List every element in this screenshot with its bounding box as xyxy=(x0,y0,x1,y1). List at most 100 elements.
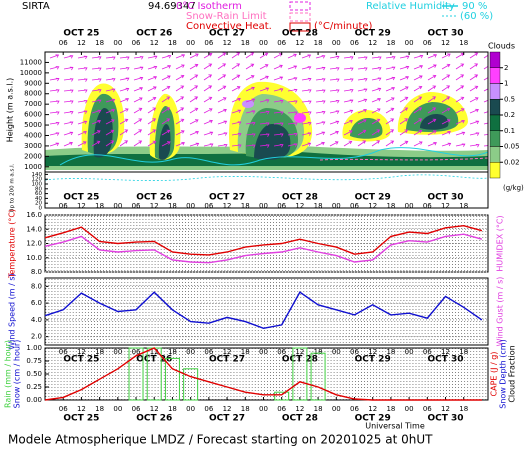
hour-label: 00 xyxy=(186,39,195,47)
wind-arrow xyxy=(245,75,255,81)
hour-label: 06 xyxy=(350,405,359,413)
y-tick-label: 16.0 xyxy=(26,211,42,219)
wind-arrow xyxy=(105,140,115,147)
wind-arrow xyxy=(483,99,488,103)
wind-arrow xyxy=(399,129,409,136)
hour-label: 00 xyxy=(259,202,268,210)
wind-arrow xyxy=(245,63,255,70)
wind-arrow xyxy=(119,108,129,114)
wind-arrow xyxy=(105,78,116,82)
hour-label: 06 xyxy=(204,348,213,356)
wind-arrow xyxy=(371,108,381,114)
hour-label: 06 xyxy=(132,39,141,47)
wind-arrow xyxy=(245,144,256,148)
colorbar-label: 0.1 xyxy=(504,127,515,135)
hour-label: 12 xyxy=(223,405,232,413)
wind-arrow xyxy=(343,119,353,125)
hour-label: 00 xyxy=(113,405,122,413)
wind-arrow xyxy=(119,77,130,81)
wind-arrow xyxy=(133,118,143,125)
day-label: OCT 25 xyxy=(63,355,99,365)
wind-arrow xyxy=(301,111,312,115)
hour-label: 06 xyxy=(204,39,213,47)
y-tick-label: 120 xyxy=(32,177,43,183)
station-code: 94.69347 xyxy=(148,1,196,12)
y-tick-label: 1000 xyxy=(24,163,42,171)
wind-arrow xyxy=(189,74,199,81)
wind-arrow xyxy=(175,118,185,125)
wind-arrow xyxy=(329,141,339,147)
wind-arrow xyxy=(231,74,241,81)
wind-arrow xyxy=(413,65,424,70)
hour-label: 06 xyxy=(277,348,286,356)
wind-arrow xyxy=(77,141,87,147)
hour-label: 12 xyxy=(368,39,377,47)
wind-arrow xyxy=(217,97,227,103)
wind-arrow xyxy=(315,78,326,82)
wind-arrow xyxy=(301,89,312,93)
wind-arrow xyxy=(371,129,381,136)
hour-label: 12 xyxy=(150,348,159,356)
wind-arrow xyxy=(161,65,172,70)
colorbar-label: 1 xyxy=(504,80,508,88)
cloud-field xyxy=(45,52,488,208)
y-tick-label: 1.00 xyxy=(26,344,42,352)
wind-arrow xyxy=(483,133,488,136)
day-label: OCT 25 xyxy=(63,414,99,424)
wind-arrow xyxy=(315,121,326,125)
y-tick-label: 20 xyxy=(35,201,42,207)
wind-arrow xyxy=(441,85,451,92)
wind-arrow xyxy=(357,129,367,136)
y-tick-label: 10000 xyxy=(20,69,42,77)
y-tick-label: 3000 xyxy=(24,142,42,150)
hour-label: 18 xyxy=(95,348,104,356)
wind-arrow xyxy=(259,64,269,70)
wind-arrow xyxy=(455,119,465,125)
wind-arrow xyxy=(469,108,479,114)
hour-label: 18 xyxy=(386,405,395,413)
y-tick-label: 6.0 xyxy=(31,299,42,307)
colorbar-band xyxy=(489,83,501,100)
series-line xyxy=(44,224,483,256)
hour-label: 00 xyxy=(186,202,195,210)
bar xyxy=(274,391,290,401)
wind-arrow xyxy=(161,54,172,59)
wind-arrow xyxy=(399,86,409,92)
hour-label: 12 xyxy=(77,39,86,47)
y-tick-label: 60 xyxy=(35,191,42,197)
wind-arrow xyxy=(161,141,171,147)
y-tick-label: 100 xyxy=(32,182,43,188)
wind-arrow xyxy=(133,66,144,70)
wind-arrow xyxy=(63,100,74,104)
y-tick-label: 0.50 xyxy=(26,370,42,378)
wind-arrow xyxy=(189,107,199,114)
y-tick-label: 11000 xyxy=(20,58,42,66)
hour-label: 12 xyxy=(295,39,304,47)
hour-label: 00 xyxy=(405,348,414,356)
wind-arrow xyxy=(161,129,171,136)
hour-label: 12 xyxy=(295,202,304,210)
wind-arrow xyxy=(385,66,396,70)
colorbar-band xyxy=(489,51,501,68)
convective-legend: Convective Heat. xyxy=(186,21,272,32)
wind-arrow xyxy=(77,100,88,104)
wind-arrow xyxy=(371,56,382,60)
series-label: HUMIDEX (°C) xyxy=(496,215,505,271)
wind-arrow xyxy=(315,141,325,147)
wind-arrow xyxy=(273,143,284,148)
day-label: OCT 26 xyxy=(136,193,172,203)
wind-arrow xyxy=(49,142,60,147)
day-label: OCT 26 xyxy=(136,29,172,39)
cloud-oct27-ice xyxy=(242,100,254,108)
wind-arrow xyxy=(231,52,241,59)
wind-arrow xyxy=(469,52,479,59)
wind-arrow xyxy=(427,74,437,81)
hour-label: 12 xyxy=(368,348,377,356)
wind-arrow xyxy=(343,99,354,103)
wind-arrow xyxy=(455,85,465,92)
hour-label: 06 xyxy=(277,405,286,413)
wind-arrow xyxy=(315,89,326,93)
wind-arrow xyxy=(343,78,354,82)
wind-arrow xyxy=(133,107,143,114)
wind-arrow xyxy=(357,67,368,71)
